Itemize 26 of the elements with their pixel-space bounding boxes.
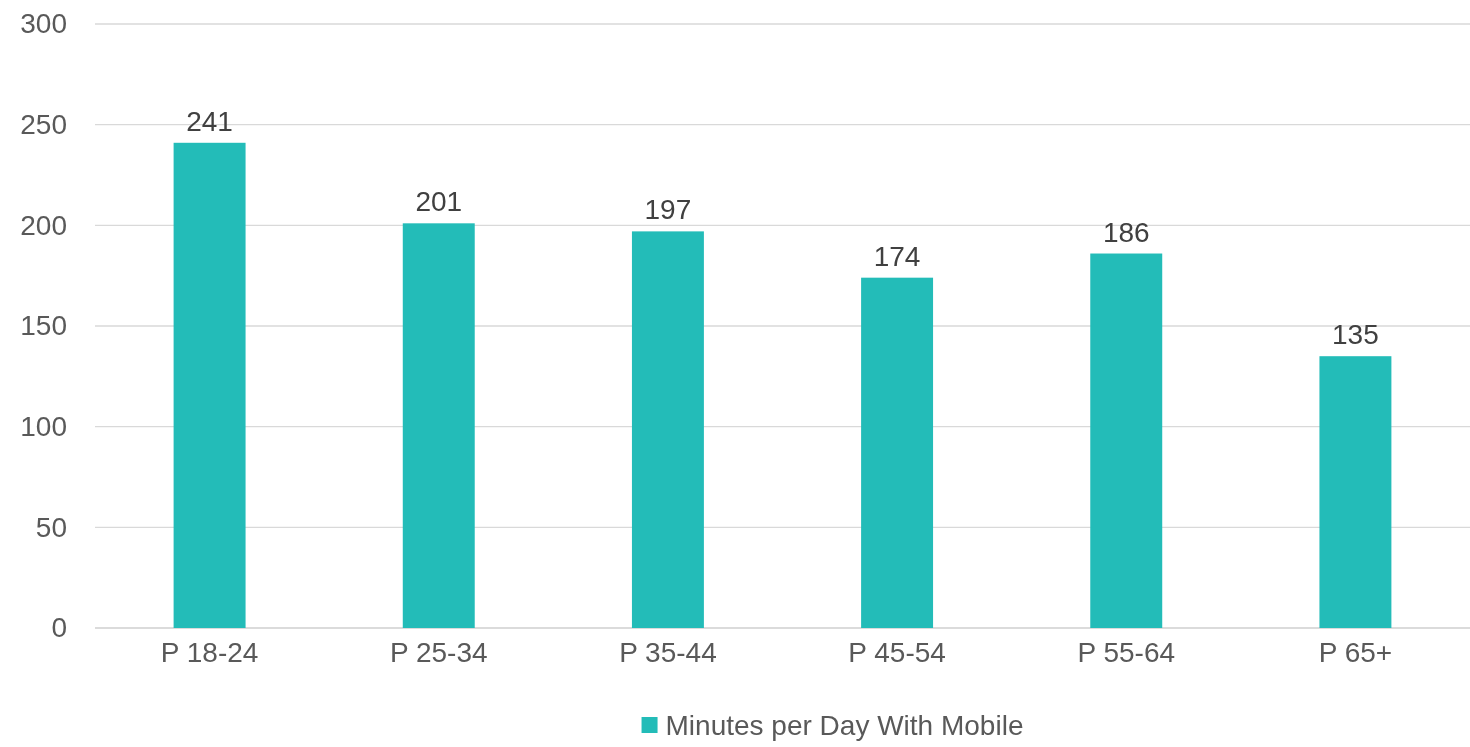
x-tick-label: P 65+	[1318, 636, 1393, 668]
data-label: 201	[415, 186, 463, 218]
y-tick-label: 50	[35, 511, 67, 543]
x-tick-label: P 18-24	[160, 636, 259, 668]
data-label: 174	[873, 240, 921, 272]
x-tick-label: P 25-34	[389, 636, 488, 668]
bar	[631, 231, 704, 628]
bar	[861, 277, 934, 628]
bar	[1090, 253, 1163, 628]
data-label: 197	[644, 194, 692, 226]
bar	[1319, 356, 1392, 628]
y-tick-label: 200	[20, 209, 67, 241]
bar	[173, 142, 246, 628]
y-tick-label: 300	[20, 8, 67, 40]
y-tick-label: 100	[20, 411, 67, 443]
legend-label: Minutes per Day With Mobile	[665, 710, 1024, 741]
bar	[402, 223, 475, 628]
y-tick-label: 250	[20, 109, 67, 141]
y-tick-label: 0	[51, 612, 67, 644]
data-label: 186	[1102, 216, 1150, 248]
x-tick-label: P 35-44	[619, 636, 717, 668]
x-tick-label: P 55-64	[1077, 636, 1176, 668]
data-label: 135	[1332, 319, 1379, 351]
x-tick-label: P 45-54	[848, 636, 946, 668]
data-label: 241	[186, 105, 233, 137]
y-tick-label: 150	[20, 310, 67, 342]
